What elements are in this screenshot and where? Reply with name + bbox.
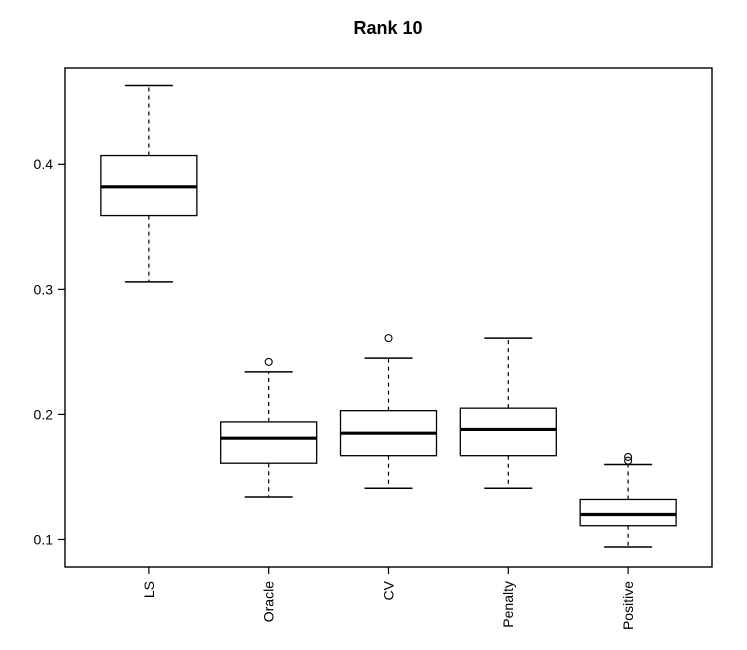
y-tick-label: 0.1	[34, 531, 54, 547]
boxplot-group-oracle	[220, 357, 318, 498]
y-tick-label: 0.2	[34, 406, 54, 422]
boxplot-group-positive	[579, 452, 677, 548]
x-label-penalty: Penalty	[500, 581, 516, 628]
x-label-cv: CV	[380, 580, 396, 600]
iqr-box	[579, 498, 677, 527]
x-label-oracle: Oracle	[261, 581, 277, 622]
plot-area: 0.1 0.2 0.3 0.4 LS Oracle CV Penalty Positive	[34, 67, 713, 630]
outlier-point	[264, 357, 273, 366]
x-label-positive: Positive	[620, 581, 636, 630]
iqr-box	[220, 421, 318, 464]
y-tick-label: 0.4	[34, 156, 54, 172]
x-label-ls: LS	[141, 581, 157, 598]
y-tick-label: 0.3	[34, 281, 54, 297]
boxplot-group-ls	[100, 84, 198, 283]
boxplot-group-penalty	[459, 337, 557, 489]
boxplot-group-cv	[339, 334, 438, 489]
outlier-point	[624, 456, 633, 465]
outlier-point	[624, 452, 633, 461]
plot-border	[64, 67, 713, 568]
iqr-box	[459, 407, 557, 457]
outlier-point	[384, 334, 393, 343]
chart-title: Rank 10	[353, 18, 422, 38]
